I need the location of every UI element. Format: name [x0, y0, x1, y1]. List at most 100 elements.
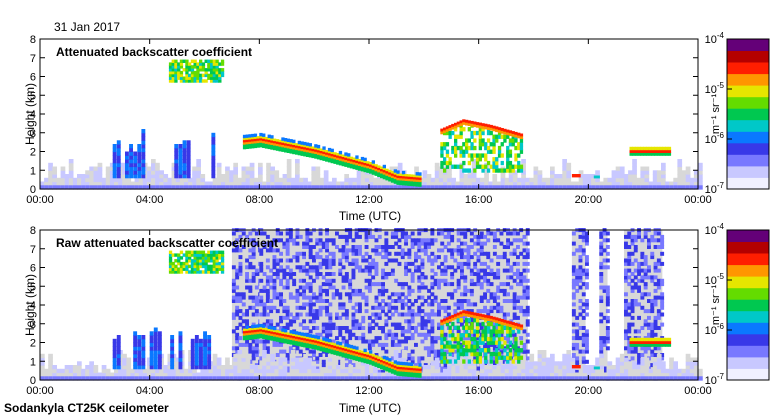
backscatter-cell — [258, 170, 263, 175]
backscatter-cell — [394, 336, 399, 341]
backscatter-cell — [381, 299, 385, 303]
backscatter-cell — [314, 153, 318, 159]
backscatter-cell — [273, 142, 277, 146]
backscatter-cell — [484, 372, 489, 377]
backscatter-cell — [295, 288, 300, 293]
backscatter-cell — [698, 170, 703, 175]
backscatter-cell — [182, 155, 187, 160]
backscatter-cell — [351, 261, 356, 266]
backscatter-cell — [321, 288, 326, 293]
backscatter-cell — [662, 149, 666, 153]
backscatter-cell — [265, 265, 270, 270]
backscatter-cell — [558, 372, 563, 377]
backscatter-cell — [537, 361, 543, 366]
backscatter-cell — [481, 138, 485, 143]
backscatter-cell — [122, 181, 127, 186]
backscatter-cell — [453, 288, 458, 293]
backscatter-cell — [632, 368, 637, 374]
backscatter-cell — [344, 251, 349, 256]
backscatter-cell — [188, 365, 193, 370]
backscatter-cell — [497, 130, 502, 136]
backscatter-cell — [318, 288, 323, 293]
backscatter-cell — [647, 315, 651, 320]
backscatter-cell — [48, 181, 53, 186]
backscatter-cell — [619, 181, 625, 186]
y-tick-label: 7 — [30, 53, 36, 65]
backscatter-cell — [430, 365, 436, 370]
backscatter-cell — [632, 170, 637, 175]
backscatter-cell — [459, 122, 463, 127]
backscatter-cell — [624, 177, 629, 183]
backscatter-cell — [447, 372, 452, 377]
backscatter-cell — [218, 79, 222, 83]
backscatter-cell — [463, 231, 468, 236]
backscatter-cell — [585, 255, 589, 260]
backscatter-cell — [274, 372, 280, 377]
backscatter-cell — [201, 65, 206, 69]
backscatter-cell — [269, 275, 274, 280]
backscatter-cell — [81, 376, 86, 381]
backscatter-cell — [288, 312, 293, 317]
backscatter-cell — [311, 148, 315, 152]
backscatter-cell — [473, 241, 478, 246]
backscatter-cell — [545, 361, 551, 366]
backscatter-cell — [637, 278, 641, 283]
backscatter-cell — [662, 146, 666, 151]
backscatter-cell — [208, 185, 214, 190]
backscatter-cell — [64, 365, 70, 370]
backscatter-cell — [356, 372, 362, 377]
backscatter-cell — [266, 162, 271, 168]
backscatter-cell — [385, 168, 389, 172]
backscatter-cell — [506, 157, 510, 162]
backscatter-cell — [484, 126, 488, 130]
backscatter-cell — [602, 258, 607, 263]
backscatter-cell — [463, 372, 469, 377]
backscatter-cell — [237, 353, 243, 359]
backscatter-cell — [397, 251, 402, 256]
backscatter-cell — [599, 231, 604, 236]
backscatter-cell — [305, 238, 310, 243]
backscatter-cell — [347, 153, 351, 157]
backscatter-cell — [460, 275, 464, 280]
backscatter-cell — [643, 285, 648, 290]
backscatter-cell — [624, 241, 628, 246]
backscatter-cell — [443, 268, 448, 273]
backscatter-cell — [627, 346, 632, 351]
backscatter-cell — [628, 368, 633, 374]
backscatter-cell — [282, 285, 287, 290]
backscatter-cell — [380, 172, 384, 179]
backscatter-cell — [348, 295, 353, 300]
backscatter-cell — [517, 372, 522, 377]
backscatter-cell — [285, 258, 290, 263]
backscatter-cell — [371, 167, 375, 171]
backscatter-cell — [460, 299, 464, 303]
backscatter-cell — [427, 315, 431, 320]
backscatter-cell — [274, 376, 280, 381]
backscatter-cell — [300, 141, 304, 145]
backscatter-cell — [77, 368, 82, 374]
backscatter-cell — [640, 368, 646, 374]
backscatter-cell — [665, 181, 670, 186]
backscatter-cell — [650, 329, 655, 334]
backscatter-cell — [550, 174, 555, 179]
backscatter-cell — [653, 299, 658, 303]
backscatter-cell — [215, 59, 219, 63]
backscatter-cell — [581, 315, 586, 320]
backscatter-cell — [575, 275, 580, 280]
backscatter-cell — [356, 181, 362, 186]
backscatter-cell — [420, 339, 425, 344]
backscatter-cell — [420, 272, 425, 276]
backscatter-cell — [575, 288, 580, 293]
backscatter-cell — [335, 245, 339, 249]
backscatter-cell — [525, 332, 530, 337]
backscatter-cell — [348, 292, 353, 297]
backscatter-cell — [212, 372, 218, 377]
backscatter-cell — [533, 361, 539, 366]
backscatter-cell — [451, 149, 455, 154]
backscatter-cell — [292, 272, 297, 276]
backscatter-cell — [134, 177, 140, 183]
backscatter-cell — [315, 332, 320, 337]
backscatter-cell — [633, 349, 638, 354]
backscatter-cell — [627, 268, 632, 273]
backscatter-cell — [475, 124, 480, 128]
